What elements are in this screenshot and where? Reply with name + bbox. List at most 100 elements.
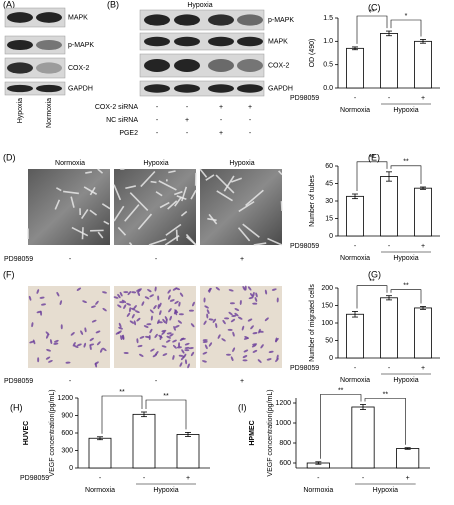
y-tick-label: 100 [321,320,333,327]
bar [381,177,398,237]
row-label: PD98059 [4,256,33,263]
y-tick-label: 1200 [57,395,73,402]
x-tick-label: - [317,475,320,482]
significance-label: ** [403,159,409,166]
significance-label: ** [383,391,389,398]
y-tick-label: 0 [329,355,333,362]
tube [151,182,157,183]
group-label: Hypoxia [153,487,178,494]
panel-label: (I) [238,402,247,412]
y-tick-label: 0 [69,465,73,472]
sign: + [219,104,223,111]
band [144,84,170,92]
significance-label: * [405,13,408,20]
bar [381,298,398,358]
y-tick-label: 0.0 [323,85,333,92]
y-tick-label: 60 [325,163,333,170]
y-axis-title: Number of tubes [309,175,316,227]
sign: - [155,256,158,263]
group-label: Normoxia [303,487,333,494]
tube [82,227,83,239]
band [36,85,62,92]
x-tick-label: - [388,365,391,372]
image-title: Hypoxia [229,160,254,167]
condition-label: PGE2 [119,130,138,137]
band [7,85,33,92]
panel-label: (F) [3,269,15,279]
lane-label: Normoxia [46,98,53,128]
group-label: Hypoxia [393,377,418,384]
bar [347,314,364,358]
band-label: COX-2 [68,65,90,72]
band [237,59,263,72]
band [36,40,62,50]
significance-label: ** [163,393,169,400]
band [237,14,263,25]
y-tick-label: 300 [61,447,73,454]
row-label: PD98059 [4,378,33,385]
sign: - [186,130,189,137]
band [208,37,234,47]
y-tick-label: 0.5 [323,62,333,69]
y-tick-label: 45 [325,180,333,187]
y-tick-label: 900 [61,412,73,419]
y-axis-title: VEGF concentration(pg/mL) [49,389,56,476]
panel-label: (D) [3,152,16,162]
tube [177,230,178,241]
cell-label: HUVEC [23,421,30,446]
y-tick-label: 1.5 [323,15,333,22]
sign: - [156,104,159,111]
significance-label: ** [403,283,409,290]
significance-label: ** [369,9,375,16]
band [208,84,234,92]
group-label: Hypoxia [373,487,398,494]
group-label: Normoxia [85,487,115,494]
sign: + [240,256,244,263]
band-label: MAPK [268,38,288,45]
band-label: MAPK [68,14,88,21]
x-tick-label: + [421,243,425,250]
x-tick-label: - [354,95,357,102]
x-tick-label: + [421,95,425,102]
y-tick-label: 50 [325,337,333,344]
band [208,14,234,25]
bar [177,434,199,468]
band [174,84,200,92]
y-tick-label: 150 [321,302,333,309]
band [174,59,200,72]
micrograph [114,169,196,245]
group-label: Normoxia [340,377,370,384]
y-tick-label: 1200 [275,400,291,407]
sign: + [240,378,244,385]
y-tick-label: 600 [61,430,73,437]
micrograph [200,286,282,368]
panel-label: (B) [107,0,119,9]
band [174,37,200,47]
band [144,37,170,47]
image-title: Normoxia [55,160,85,167]
bar [347,196,364,236]
x-tick-label: - [388,95,391,102]
x-tick-label: - [99,475,102,482]
band-label: GAPDH [68,85,93,92]
x-tick-label: + [406,475,410,482]
band-label: p-MAPK [68,42,94,49]
condition-label: NC siRNA [106,117,138,124]
cell [37,357,39,362]
band [7,62,33,73]
sign: + [219,130,223,137]
micrograph [200,169,282,245]
sign: - [156,130,159,137]
y-tick-label: 30 [325,198,333,205]
group-label: Normoxia [340,107,370,114]
group-label: Normoxia [340,255,370,262]
bar [381,33,398,88]
bar [347,48,364,88]
sign: + [185,117,189,124]
x-tick-label: - [362,475,365,482]
sign: - [156,117,159,124]
band [237,37,263,47]
band-label: GAPDH [268,85,293,92]
y-tick-label: 1000 [275,420,291,427]
